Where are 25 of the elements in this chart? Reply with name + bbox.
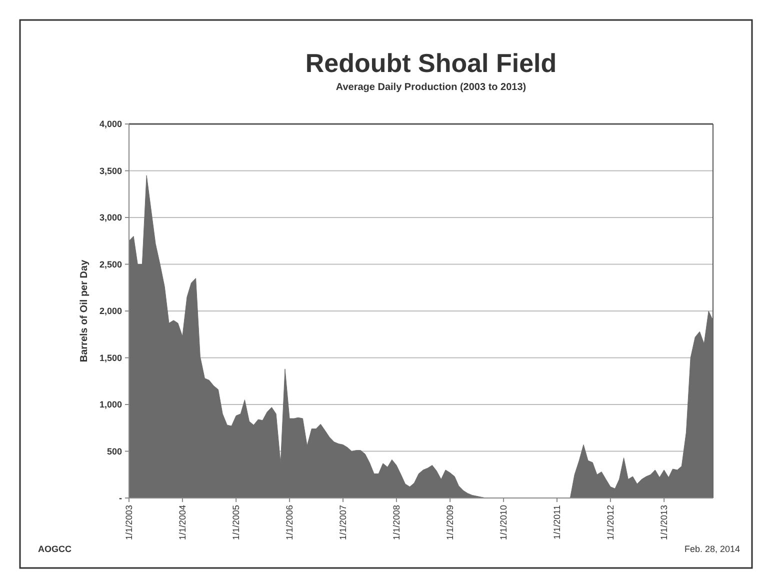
x-tick-label: 1/1/2013 (659, 505, 670, 540)
y-tick-label: 1,500 (99, 352, 122, 363)
y-tick-label: 500 (106, 446, 122, 456)
y-tick-label: 2,000 (99, 306, 122, 316)
x-tick-label: 1/1/2008 (392, 505, 402, 540)
chart-title: Redoubt Shoal Field (305, 48, 557, 78)
x-tick-label: 1/1/2009 (445, 505, 456, 540)
text: AOGCC (38, 544, 72, 554)
x-tick-label: 1/1/2010 (498, 505, 509, 540)
x-tick-label: 1/1/2005 (231, 505, 242, 540)
x-tick-label: 1/1/2003 (124, 505, 134, 540)
y-tick-label: 2,500 (99, 259, 122, 270)
text: Feb. 28, 2014 (684, 544, 740, 554)
chart-subtitle: Average Daily Production (2003 to 2013) (336, 82, 526, 93)
y-tick-label: 3,000 (99, 212, 122, 223)
y-axis-title: Barrels of Oil per Day (79, 259, 90, 362)
x-tick-label: 1/1/2012 (606, 505, 616, 540)
y-tick-label: - (119, 493, 122, 504)
y-tick-label: 3,500 (99, 166, 122, 176)
y-tick-label: 1,000 (99, 400, 122, 410)
y-tick-label: 4,000 (99, 119, 122, 130)
x-tick-label: 1/1/2011 (552, 505, 562, 540)
x-tick-label: 1/1/2007 (338, 505, 348, 540)
x-tick-label: 1/1/2004 (178, 505, 188, 540)
x-tick-label: 1/1/2006 (284, 505, 295, 540)
